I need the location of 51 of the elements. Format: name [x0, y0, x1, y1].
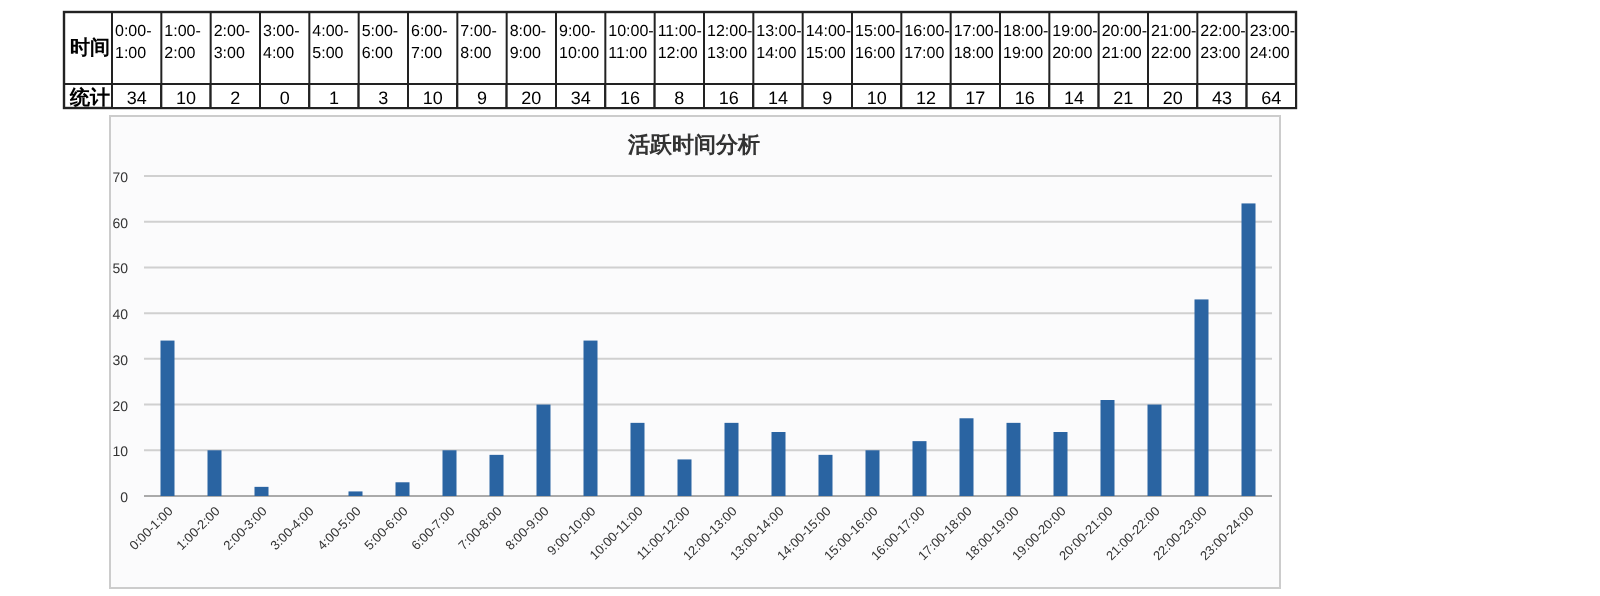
cell-label: 8 [674, 88, 685, 108]
x-tick-label: 20:00-21:00 [1101, 22, 1148, 62]
x-tick-label: 23:00-24:00 [1249, 22, 1296, 62]
x-tick-label: 5:00-6:00 [361, 22, 399, 62]
x-tick-label: 7:00-8:00 [460, 22, 498, 62]
cell-label: 0 [279, 88, 290, 108]
cell-label: 14 [768, 88, 788, 108]
cell-label: 16 [1014, 88, 1035, 108]
cell-label: 9 [822, 88, 833, 108]
cell-label: 10 [176, 88, 196, 108]
cell-label: 16 [718, 88, 739, 108]
cell-label: 34 [126, 88, 147, 108]
x-tick-label: 19:00-20:00 [1052, 22, 1099, 62]
cell-label: 12 [916, 88, 936, 108]
cell-label: 3 [378, 88, 389, 108]
x-tick-label: 14:00-15:00 [805, 22, 852, 62]
annotation: 时间 [70, 36, 110, 60]
cell-label: 20 [521, 88, 542, 108]
cell-label: 10 [866, 88, 887, 108]
x-tick-label: 1:00-2:00 [164, 22, 202, 62]
cell-label: 21 [1113, 88, 1134, 108]
x-tick-label: 10:00-11:00 [608, 22, 655, 62]
x-tick-label: 11:00-12:00 [657, 22, 703, 62]
cell-label: 16 [620, 88, 640, 108]
cell-label: 10 [422, 88, 443, 108]
x-tick-label: 0:00-1:00 [115, 22, 153, 62]
x-tick-label: 2:00-3:00 [213, 22, 251, 62]
x-tick-label: 8:00-9:00 [509, 22, 547, 62]
x-tick-label: 18:00-19:00 [1003, 22, 1050, 62]
cell-label: 43 [1212, 88, 1232, 108]
x-tick-label: 17:00-18:00 [953, 22, 1000, 62]
cell-label: 17 [965, 88, 986, 108]
x-tick-label: 4:00-5:00 [312, 22, 350, 62]
cell-label: 9 [477, 88, 487, 108]
cell-label: 34 [570, 88, 591, 108]
cell-label: 2 [230, 88, 241, 108]
x-tick-label: 3:00-4:00 [263, 22, 301, 62]
x-tick-label: 6:00-7:00 [411, 22, 449, 62]
x-tick-label: 12:00-13:00 [707, 22, 754, 62]
cell-label: 14 [1064, 88, 1084, 108]
x-tick-label: 13:00-14:00 [756, 22, 803, 62]
x-tick-label: 21:00-22:00 [1151, 22, 1198, 62]
y-tick-label: 统计 [68, 86, 110, 110]
x-tick-label: 22:00-23:00 [1200, 22, 1247, 62]
cell-label: 1 [329, 88, 339, 108]
chart-title: 活跃时间分析 [626, 132, 760, 158]
x-tick-label: 16:00-17:00 [904, 22, 951, 62]
cell-label: 64 [1261, 88, 1282, 108]
x-tick-label: 15:00-16:00 [855, 22, 902, 62]
cell-label: 20 [1162, 88, 1183, 108]
x-tick-label: 9:00-10:00 [559, 22, 601, 62]
